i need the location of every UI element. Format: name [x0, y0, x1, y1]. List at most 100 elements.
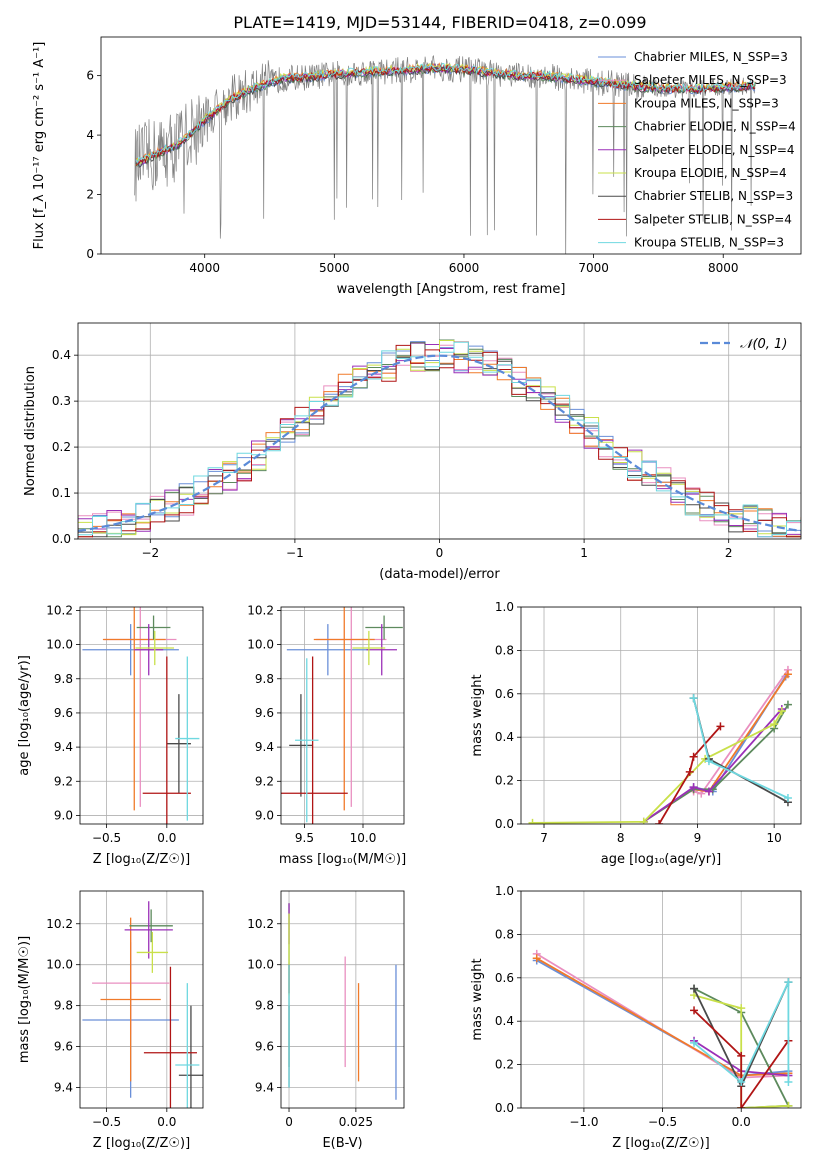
x-tick-label: 9	[694, 831, 702, 845]
y-tick-label: 0.2	[495, 1058, 514, 1072]
x-tick-label: −0.5	[92, 1115, 121, 1129]
y-tick-label: 9.4	[255, 740, 274, 754]
y-tick-label: 6	[86, 69, 94, 83]
y-tick-label: 2	[86, 188, 94, 202]
y-tick-label: 1.0	[495, 600, 514, 614]
gaussian-reference-line	[78, 354, 801, 532]
y-tick-label: 9.8	[255, 672, 274, 686]
legend-label: Chabrier MILES, N_SSP=3	[634, 50, 788, 64]
weight-marker	[770, 720, 779, 729]
y-tick-label: 0.2	[52, 440, 71, 454]
panel-weight_vs_Z: −1.0 −0.5 0.0 0.0 0.2 0.4 0.6 0.8 1.0 Z [log₁₀(Z/…	[470, 884, 802, 1151]
y-tick-label: 0.1	[52, 486, 71, 500]
legend-label: Salpeter ELODIE, N_SSP=4	[634, 143, 795, 157]
y-tick-label: 10.2	[247, 603, 274, 617]
weight-marker	[737, 1104, 746, 1108]
y-tick-label: 10.2	[46, 917, 73, 931]
plot-area	[80, 891, 203, 1108]
x-axis-label: Z [log₁₀(Z/Z☉)]	[612, 1136, 709, 1151]
weight-marker	[784, 1077, 793, 1086]
axes-frame	[79, 890, 204, 1109]
weight-line-kroupa-elodie	[532, 710, 783, 824]
x-tick-label: −0.5	[92, 831, 121, 845]
y-tick-label: 9.2	[54, 774, 73, 788]
plot-area	[521, 607, 801, 824]
legend-label: Chabrier ELODIE, N_SSP=4	[634, 120, 796, 134]
x-axis-label: mass [log₁₀(M/M☉)]	[279, 852, 406, 867]
x-tick-label: −1.0	[569, 1115, 598, 1129]
x-tick-label: 10.0	[350, 831, 377, 845]
y-tick-label: 9.8	[54, 999, 73, 1013]
legend-label: Chabrier STELIB, N_SSP=3	[634, 189, 793, 203]
axes-frame	[520, 606, 802, 825]
weight-marker	[716, 722, 725, 731]
y-tick-label: 10.0	[247, 958, 274, 972]
weight-marker	[639, 817, 648, 824]
weight-marker	[737, 1004, 746, 1013]
plot-area	[281, 891, 404, 1108]
panel-spectrum: 4000 5000 6000 7000 8000 0 2 4 6 wavelength [Angs…	[32, 36, 802, 297]
legend-label: Salpeter MILES, N_SSP=3	[634, 73, 787, 87]
y-tick-label: 0.6	[495, 687, 514, 701]
x-tick-label: 0	[436, 546, 444, 560]
x-axis-label: wavelength [Angstrom, rest frame]	[337, 282, 566, 297]
spectrum-model-kroupa-stelib	[135, 62, 756, 164]
weight-marker	[783, 700, 792, 709]
y-tick-label: 9.4	[54, 1081, 73, 1095]
x-tick-label: 0.0	[157, 1115, 176, 1129]
panel-age_vs_mass: 9.5 10.0 9.0 9.2 9.4 9.6 9.8 10.0 10.2 mass [log₁…	[247, 603, 406, 867]
y-tick-label: 10.0	[247, 638, 274, 652]
x-tick-label: −1	[286, 546, 304, 560]
y-tick-label: 0	[86, 247, 94, 261]
y-axis-label: Flux [f_λ 10⁻¹⁷ erg cm⁻² s⁻¹ A⁻¹]	[32, 42, 47, 250]
x-tick-label: −2	[141, 546, 159, 560]
x-tick-label: 0.0	[157, 831, 176, 845]
y-axis-label: Normed distribution	[23, 366, 38, 496]
x-tick-label: 8000	[708, 261, 739, 275]
weight-marker	[784, 1101, 793, 1108]
weight-marker	[690, 1006, 699, 1015]
spectrum-legend: Chabrier MILES, N_SSP=3 Salpeter MILES, N…	[598, 50, 796, 250]
y-tick-label: 9.6	[54, 1040, 73, 1054]
legend-label: Kroupa ELODIE, N_SSP=4	[634, 166, 787, 180]
weight-marker	[689, 783, 698, 792]
x-tick-label: 10	[767, 831, 782, 845]
weight-marker	[737, 1051, 746, 1060]
x-tick-label: 0	[285, 1115, 293, 1129]
y-axis-label: mass weight	[470, 674, 485, 756]
y-tick-label: 9.2	[255, 774, 274, 788]
panel-residuals: −2 −1 0 1 2 0.0 0.1 0.2 0.3 0.4 (data-model)/error…	[23, 322, 802, 582]
x-tick-label: 7	[540, 831, 548, 845]
y-tick-label: 9.0	[255, 808, 274, 822]
y-axis-label: mass [log₁₀(M/M☉)]	[17, 936, 32, 1063]
weight-marker	[690, 1038, 699, 1047]
x-tick-label: 0.025	[339, 1115, 373, 1129]
legend-label: Kroupa STELIB, N_SSP=3	[634, 236, 784, 250]
weight-marker	[532, 954, 541, 963]
y-tick-label: 9.8	[54, 672, 73, 686]
x-axis-label: age [log₁₀(age/yr)]	[601, 852, 722, 867]
y-tick-label: 0.0	[52, 532, 71, 546]
residuals-legend: 𝒩(0, 1)	[700, 337, 787, 352]
weight-line-salpeter-elodie	[643, 708, 783, 823]
weight-marker	[783, 793, 792, 802]
y-tick-label: 10.2	[247, 917, 274, 931]
plot-area	[80, 607, 203, 824]
axes-frame	[100, 36, 802, 255]
weight-line-kroupa-stelib	[693, 981, 790, 1084]
histogram-salpeter-stelib	[78, 341, 801, 538]
plot-area	[521, 891, 801, 1108]
y-tick-label: 10.0	[46, 958, 73, 972]
panel-age_vs_Z: −0.5 0.0 9.0 9.2 9.4 9.6 9.8 10.0 10.2 Z [log₁₀(Z…	[17, 603, 204, 867]
x-tick-label: 0.0	[732, 1115, 751, 1129]
y-tick-label: 0.4	[495, 730, 514, 744]
axes-frame	[280, 606, 405, 825]
axes-frame	[280, 890, 405, 1109]
y-tick-label: 0.2	[495, 774, 514, 788]
x-tick-label: 1	[580, 546, 588, 560]
y-tick-label: 1.0	[495, 884, 514, 898]
y-tick-label: 0.0	[495, 817, 514, 831]
y-tick-label: 9.6	[255, 706, 274, 720]
x-tick-label: −0.5	[648, 1115, 677, 1129]
